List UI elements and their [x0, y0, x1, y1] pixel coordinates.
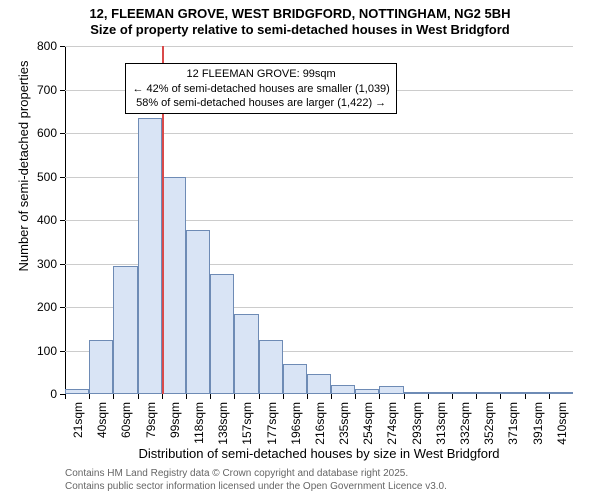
y-tick-label: 400 — [27, 213, 57, 227]
x-tick-mark — [428, 394, 429, 399]
x-tick-label: 254sqm — [361, 402, 375, 452]
y-tick-mark — [60, 177, 65, 178]
x-tick-mark — [476, 394, 477, 399]
x-tick-mark — [307, 394, 308, 399]
y-tick-mark — [60, 133, 65, 134]
x-tick-mark — [500, 394, 501, 399]
gridline — [65, 46, 573, 47]
x-tick-mark — [259, 394, 260, 399]
histogram-bar — [476, 392, 500, 394]
histogram-bar — [355, 389, 379, 394]
chart-titles: 12, FLEEMAN GROVE, WEST BRIDGFORD, NOTTI… — [0, 0, 600, 39]
histogram-bar — [113, 266, 137, 394]
histogram-bar — [428, 392, 452, 394]
chart-footnote: Contains HM Land Registry data © Crown c… — [65, 468, 447, 493]
annotation-title: 12 FLEEMAN GROVE: 99sqm — [132, 67, 389, 81]
x-tick-mark — [525, 394, 526, 399]
annotation-smaller: ← 42% of semi-detached houses are smalle… — [132, 82, 389, 96]
y-tick-mark — [60, 351, 65, 352]
x-tick-mark — [331, 394, 332, 399]
y-tick-label: 600 — [27, 126, 57, 140]
x-tick-mark — [355, 394, 356, 399]
histogram-bar — [404, 392, 428, 394]
y-tick-mark — [60, 220, 65, 221]
x-tick-label: 235sqm — [337, 402, 351, 452]
y-tick-mark — [60, 307, 65, 308]
x-tick-label: 79sqm — [144, 402, 158, 452]
histogram-bar — [379, 386, 403, 394]
x-tick-label: 410sqm — [555, 402, 569, 452]
histogram-bar — [138, 118, 162, 394]
x-tick-label: 216sqm — [313, 402, 327, 452]
plot-area: 12 FLEEMAN GROVE: 99sqm← 42% of semi-det… — [65, 46, 573, 394]
histogram-bar — [210, 274, 234, 394]
title-subtitle: Size of property relative to semi-detach… — [0, 22, 600, 38]
x-tick-label: 293sqm — [410, 402, 424, 452]
x-tick-mark — [210, 394, 211, 399]
y-tick-mark — [60, 264, 65, 265]
property-size-chart: { "titles": { "line1": "12, FLEEMAN GROV… — [0, 0, 600, 500]
x-tick-label: 138sqm — [216, 402, 230, 452]
x-tick-label: 371sqm — [506, 402, 520, 452]
x-tick-label: 391sqm — [531, 402, 545, 452]
y-tick-mark — [60, 90, 65, 91]
x-tick-label: 99sqm — [168, 402, 182, 452]
histogram-bar — [500, 392, 524, 394]
y-tick-label: 100 — [27, 344, 57, 358]
annotation-larger: 58% of semi-detached houses are larger (… — [132, 96, 389, 110]
x-tick-label: 274sqm — [385, 402, 399, 452]
x-tick-mark — [138, 394, 139, 399]
histogram-bar — [259, 340, 283, 394]
annotation-box: 12 FLEEMAN GROVE: 99sqm← 42% of semi-det… — [125, 63, 396, 114]
y-tick-label: 0 — [27, 387, 57, 401]
y-tick-mark — [60, 46, 65, 47]
y-tick-label: 500 — [27, 170, 57, 184]
x-tick-mark — [89, 394, 90, 399]
x-tick-label: 313sqm — [434, 402, 448, 452]
histogram-bar — [234, 314, 258, 394]
x-tick-mark — [186, 394, 187, 399]
x-tick-mark — [113, 394, 114, 399]
x-tick-mark — [452, 394, 453, 399]
histogram-bar — [186, 230, 210, 394]
histogram-bar — [307, 374, 331, 394]
x-tick-mark — [162, 394, 163, 399]
x-tick-label: 352sqm — [482, 402, 496, 452]
x-tick-label: 21sqm — [71, 402, 85, 452]
y-tick-label: 200 — [27, 300, 57, 314]
x-tick-label: 40sqm — [95, 402, 109, 452]
x-tick-label: 60sqm — [119, 402, 133, 452]
x-tick-mark — [283, 394, 284, 399]
x-tick-mark — [379, 394, 380, 399]
x-tick-mark — [549, 394, 550, 399]
histogram-bar — [283, 364, 307, 394]
histogram-bar — [331, 385, 355, 394]
x-tick-label: 157sqm — [240, 402, 254, 452]
x-tick-mark — [65, 394, 66, 399]
histogram-bar — [65, 389, 89, 394]
histogram-bar — [89, 340, 113, 394]
histogram-bar — [452, 392, 476, 394]
x-tick-label: 118sqm — [192, 402, 206, 452]
x-tick-mark — [234, 394, 235, 399]
y-tick-label: 700 — [27, 83, 57, 97]
x-tick-label: 177sqm — [265, 402, 279, 452]
x-tick-label: 196sqm — [289, 402, 303, 452]
x-tick-label: 332sqm — [458, 402, 472, 452]
histogram-bar — [549, 392, 573, 394]
x-tick-mark — [404, 394, 405, 399]
footnote-line1: Contains HM Land Registry data © Crown c… — [65, 468, 447, 481]
histogram-bar — [162, 177, 186, 395]
footnote-line2: Contains public sector information licen… — [65, 481, 447, 494]
y-tick-label: 300 — [27, 257, 57, 271]
title-address: 12, FLEEMAN GROVE, WEST BRIDGFORD, NOTTI… — [0, 6, 600, 22]
histogram-bar — [525, 392, 549, 394]
y-tick-label: 800 — [27, 39, 57, 53]
